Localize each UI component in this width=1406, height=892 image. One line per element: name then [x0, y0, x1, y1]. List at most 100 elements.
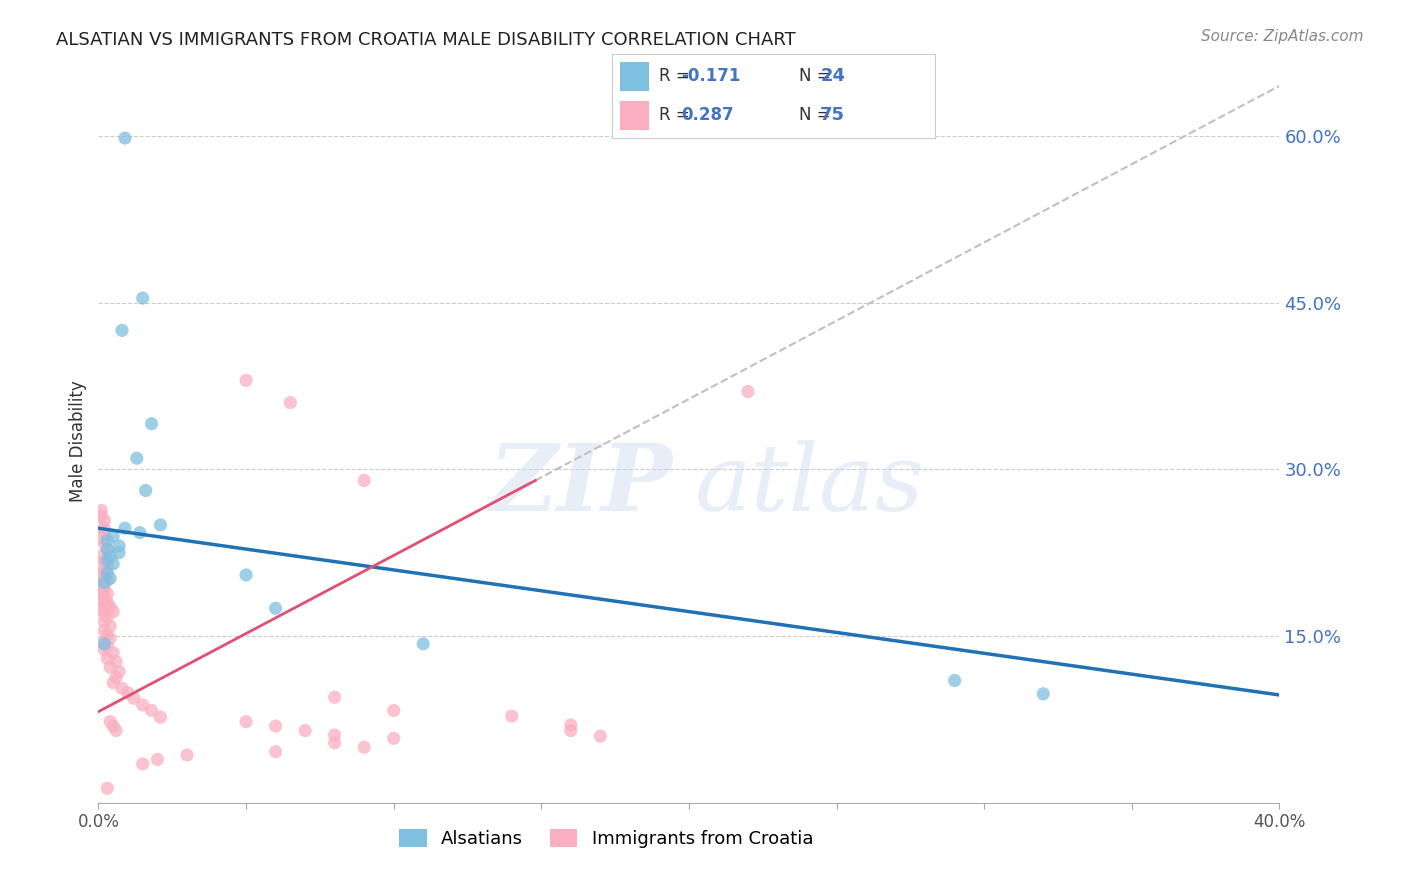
- Point: [737, 384, 759, 399]
- Point: [382, 704, 405, 718]
- Point: [111, 323, 134, 337]
- Text: 24: 24: [820, 68, 845, 86]
- Point: [93, 571, 115, 585]
- Point: [98, 549, 121, 563]
- Point: [264, 745, 287, 759]
- Point: [96, 542, 118, 557]
- FancyBboxPatch shape: [620, 101, 648, 130]
- Point: [103, 557, 125, 571]
- Point: [90, 579, 112, 593]
- Legend: Alsatians, Immigrants from Croatia: Alsatians, Immigrants from Croatia: [392, 822, 820, 855]
- Point: [98, 600, 121, 615]
- Point: [93, 513, 115, 527]
- Point: [105, 723, 128, 738]
- Text: R =: R =: [658, 68, 695, 86]
- Point: [90, 636, 112, 650]
- Point: [98, 660, 121, 674]
- Point: [108, 546, 131, 560]
- Point: [93, 521, 115, 535]
- Point: [114, 131, 136, 145]
- Point: [132, 756, 155, 771]
- Text: N =: N =: [799, 68, 837, 86]
- Text: Source: ZipAtlas.com: Source: ZipAtlas.com: [1201, 29, 1364, 44]
- Point: [103, 675, 125, 690]
- Point: [90, 593, 112, 607]
- Point: [235, 373, 257, 387]
- Point: [105, 670, 128, 684]
- Point: [93, 577, 115, 591]
- Text: N =: N =: [799, 106, 837, 124]
- Point: [96, 560, 118, 574]
- Point: [96, 566, 118, 580]
- Point: [93, 624, 115, 638]
- Point: [90, 508, 112, 523]
- Point: [98, 714, 121, 729]
- Point: [103, 529, 125, 543]
- Point: [141, 417, 163, 431]
- Text: R =: R =: [658, 106, 695, 124]
- Text: 75: 75: [820, 106, 845, 124]
- Point: [149, 517, 172, 532]
- Text: -0.171: -0.171: [681, 68, 741, 86]
- Point: [93, 537, 115, 551]
- Point: [96, 574, 118, 588]
- Point: [353, 474, 375, 488]
- Point: [90, 568, 112, 582]
- Point: [108, 665, 131, 679]
- Point: [96, 639, 118, 653]
- Text: atlas: atlas: [695, 440, 924, 530]
- Point: [96, 553, 118, 567]
- Point: [93, 642, 115, 657]
- Point: [382, 731, 405, 746]
- Point: [93, 607, 115, 621]
- Point: [117, 686, 139, 700]
- Point: [176, 747, 198, 762]
- Point: [93, 525, 115, 540]
- Point: [125, 451, 148, 466]
- Point: [98, 571, 121, 585]
- Point: [135, 483, 157, 498]
- Point: [93, 637, 115, 651]
- Point: [93, 565, 115, 579]
- Point: [589, 729, 612, 743]
- Point: [146, 752, 169, 766]
- Point: [114, 521, 136, 535]
- Point: [264, 719, 287, 733]
- Point: [90, 503, 112, 517]
- Point: [105, 655, 128, 669]
- Point: [96, 628, 118, 642]
- Point: [323, 728, 346, 742]
- Point: [93, 575, 115, 590]
- Point: [122, 691, 145, 706]
- Point: [96, 610, 118, 624]
- Point: [90, 557, 112, 571]
- Point: [96, 781, 118, 796]
- Point: [943, 673, 966, 688]
- Y-axis label: Male Disability: Male Disability: [69, 381, 87, 502]
- Point: [111, 681, 134, 696]
- Point: [108, 539, 131, 553]
- Point: [560, 718, 582, 732]
- Point: [93, 615, 115, 629]
- Point: [412, 637, 434, 651]
- Text: ZIP: ZIP: [488, 440, 672, 530]
- Point: [103, 646, 125, 660]
- Point: [90, 549, 112, 563]
- Point: [93, 598, 115, 612]
- Point: [323, 690, 346, 705]
- Point: [280, 395, 302, 409]
- Point: [93, 553, 115, 567]
- Point: [103, 719, 125, 733]
- Point: [128, 525, 150, 540]
- Point: [90, 584, 112, 599]
- Point: [235, 714, 257, 729]
- Point: [96, 533, 118, 548]
- Point: [294, 723, 316, 738]
- FancyBboxPatch shape: [620, 62, 648, 91]
- Point: [98, 632, 121, 646]
- Point: [560, 723, 582, 738]
- Point: [103, 605, 125, 619]
- Point: [235, 568, 257, 582]
- Point: [93, 590, 115, 604]
- Point: [353, 740, 375, 755]
